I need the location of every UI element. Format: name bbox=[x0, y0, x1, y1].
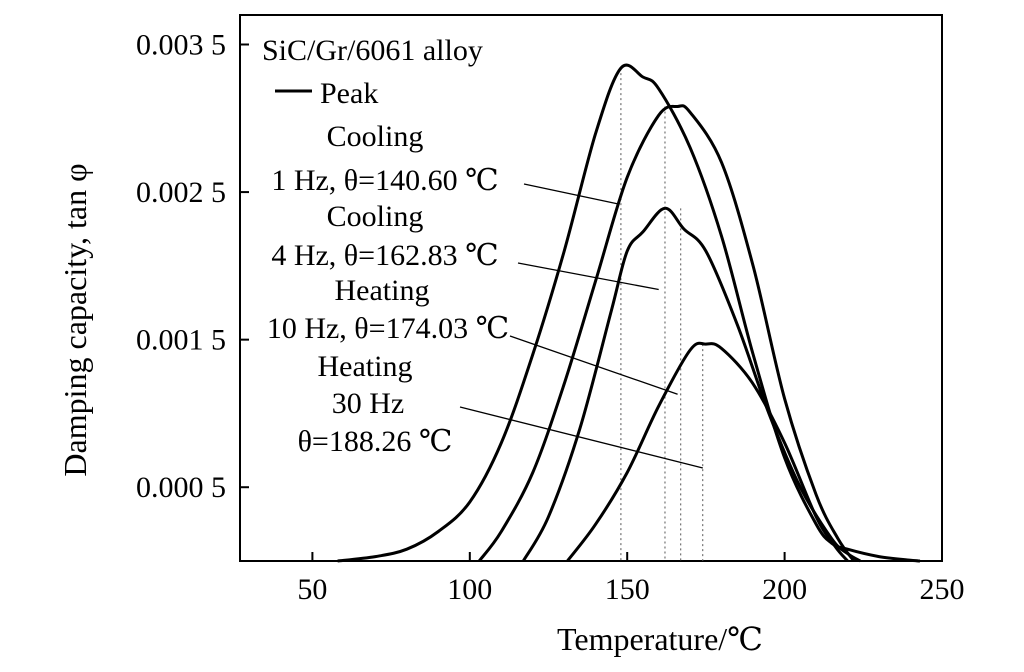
annotation-4-line-2: 30 Hz bbox=[332, 387, 404, 420]
annotation-3: Heating 10 Hz, θ=174.03 ℃ bbox=[267, 274, 678, 395]
annotation-2: Cooling 4 Hz, θ=162.83 ℃ bbox=[271, 200, 659, 291]
y-tick-label: 0.003 5 bbox=[136, 29, 226, 62]
y-axis-ticks: 0.000 5 0.001 5 0.002 5 0.003 5 bbox=[136, 29, 249, 504]
series-curve-4 bbox=[566, 341, 849, 562]
annotation-2-line-1: Cooling bbox=[327, 200, 424, 233]
series-layer bbox=[337, 63, 921, 563]
x-tick-label: 50 bbox=[297, 573, 327, 606]
annotation-2-leader bbox=[517, 262, 659, 291]
y-tick-label: 0.000 5 bbox=[136, 471, 226, 504]
y-axis-title: Damping capacity, tan φ bbox=[57, 163, 93, 476]
x-tick-label: 100 bbox=[447, 573, 492, 606]
peak-markers bbox=[620, 68, 704, 561]
annotation-1-line-1: Cooling bbox=[327, 120, 424, 153]
annotation-4: Heating 30 Hz θ=188.26 ℃ bbox=[298, 350, 703, 469]
x-tick-label: 200 bbox=[762, 573, 807, 606]
annotation-4-line-3: θ=188.26 ℃ bbox=[298, 425, 453, 458]
legend-title: SiC/Gr/6061 alloy bbox=[262, 34, 483, 67]
x-axis-ticks: 50 100 150 200 250 bbox=[297, 552, 965, 606]
x-axis-title: Temperature/℃ bbox=[557, 621, 763, 657]
annotation-3-line-1: Heating bbox=[335, 274, 430, 307]
x-tick-label: 150 bbox=[605, 573, 650, 606]
annotation-4-leader bbox=[459, 406, 703, 469]
legend-line-label: Peak bbox=[320, 77, 378, 110]
annotation-1: Cooling 1 Hz, θ=140.60 ℃ bbox=[271, 120, 618, 205]
series-curve-3 bbox=[521, 206, 861, 563]
annotation-1-line-2: 1 Hz, θ=140.60 ℃ bbox=[271, 164, 498, 197]
y-tick-label: 0.001 5 bbox=[136, 324, 226, 357]
annotation-3-leader bbox=[509, 335, 678, 395]
series-curve-2 bbox=[478, 104, 856, 562]
annotation-1-leader bbox=[523, 183, 618, 205]
y-tick-label: 0.002 5 bbox=[136, 176, 226, 209]
plot-frame bbox=[239, 14, 943, 562]
x-tick-label: 250 bbox=[920, 573, 965, 606]
annotation-2-line-2: 4 Hz, θ=162.83 ℃ bbox=[271, 239, 498, 272]
annotation-3-line-2: 10 Hz, θ=174.03 ℃ bbox=[267, 312, 509, 345]
annotation-4-line-1: Heating bbox=[318, 350, 413, 383]
